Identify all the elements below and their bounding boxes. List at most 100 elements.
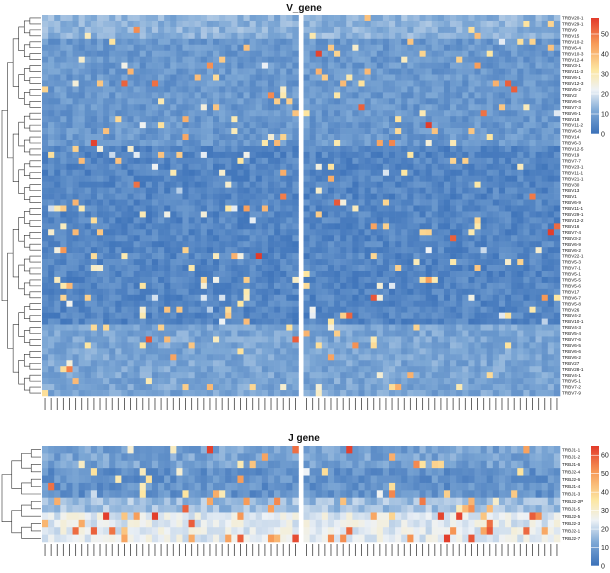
- heatmap-cell: [121, 116, 128, 123]
- heatmap-cell: [474, 342, 481, 349]
- heatmap-cell: [340, 235, 347, 242]
- heatmap-cell: [139, 300, 147, 307]
- heatmap-cell: [505, 20, 512, 28]
- heatmap-cell: [237, 20, 244, 28]
- heatmap-cell: [535, 294, 542, 302]
- heatmap-cell: [358, 140, 365, 147]
- heatmap-cell: [364, 265, 371, 272]
- heatmap-cell: [78, 348, 86, 355]
- heatmap-cell: [498, 241, 506, 248]
- heatmap-cell: [231, 360, 238, 367]
- heatmap-cell: [219, 92, 226, 99]
- heatmap-cell: [255, 205, 263, 212]
- heatmap-cell: [84, 336, 92, 343]
- heatmap-cell: [327, 92, 335, 99]
- heatmap-cell: [194, 163, 202, 171]
- heatmap-cell: [443, 276, 451, 284]
- heatmap-cell: [145, 360, 153, 367]
- heatmap-cell: [401, 157, 408, 165]
- heatmap-cell: [170, 68, 177, 75]
- heatmap-cell: [115, 116, 122, 123]
- heatmap-cell: [194, 86, 202, 93]
- heatmap-cell: [419, 282, 426, 290]
- heatmap-cell: [340, 128, 347, 135]
- heatmap-cell: [486, 140, 494, 147]
- heatmap-cell: [437, 151, 445, 159]
- heatmap-cell: [474, 169, 481, 177]
- heatmap-cell: [60, 342, 67, 349]
- heatmap-cell: [267, 175, 275, 182]
- heatmap-cell: [431, 26, 439, 34]
- heatmap-cell: [358, 312, 365, 319]
- heatmap-cell: [145, 282, 153, 290]
- heatmap-cell: [486, 336, 494, 343]
- heatmap-cell: [413, 62, 420, 69]
- heatmap-cell: [84, 229, 92, 236]
- heatmap-cell: [425, 38, 433, 46]
- heatmap-cell: [219, 122, 226, 129]
- heatmap-cell: [358, 181, 365, 188]
- heatmap-cell: [164, 288, 171, 296]
- heatmap-cell: [358, 44, 365, 52]
- heatmap-cell: [376, 318, 384, 325]
- heatmap-cell: [474, 276, 481, 284]
- heatmap-cell: [425, 145, 433, 153]
- heatmap-cell: [54, 360, 61, 367]
- heatmap-cell: [309, 360, 317, 367]
- heatmap-cell: [346, 235, 353, 242]
- heatmap-cell: [547, 288, 555, 296]
- heatmap-cell: [127, 92, 134, 99]
- heatmap-cell: [72, 181, 79, 188]
- heatmap-cell: [158, 247, 165, 254]
- heatmap-cell: [492, 288, 500, 296]
- heatmap-cell: [66, 187, 73, 194]
- heatmap-cell: [225, 342, 232, 349]
- heatmap-cell: [321, 205, 329, 212]
- heatmap-cell: [231, 229, 238, 236]
- heatmap-cell: [115, 151, 122, 159]
- heatmap-cell: [395, 205, 402, 212]
- heatmap-cell: [151, 122, 159, 129]
- heatmap-cell: [54, 181, 61, 188]
- heatmap-cell: [261, 259, 269, 266]
- heatmap-cell: [121, 324, 128, 331]
- heatmap-cell: [274, 15, 281, 22]
- dendrogram-branch: [23, 234, 30, 248]
- heatmap-cell: [219, 62, 226, 69]
- heatmap-cell: [498, 187, 506, 194]
- heatmap-cell: [468, 223, 475, 230]
- heatmap-cell: [188, 38, 195, 46]
- heatmap-cell: [395, 74, 402, 81]
- heatmap-cell: [321, 247, 329, 254]
- heatmap-cell: [213, 110, 220, 117]
- heatmap-cell: [255, 175, 263, 182]
- heatmap-cell: [72, 110, 79, 117]
- heatmap-cell: [261, 205, 269, 212]
- heatmap-cell: [334, 354, 341, 361]
- heatmap-cell: [127, 294, 134, 302]
- heatmap-cell: [517, 145, 524, 153]
- heatmap-cell: [327, 122, 335, 129]
- heatmap-cell: [96, 116, 104, 123]
- heatmap-cell: [541, 336, 549, 343]
- heatmap-cell: [249, 128, 257, 135]
- heatmap-cell: [376, 80, 384, 87]
- heatmap-cell: [547, 104, 555, 111]
- heatmap-cell: [249, 122, 257, 129]
- heatmap-cell: [370, 145, 378, 153]
- heatmap-cell: [90, 169, 98, 177]
- heatmap-cell: [389, 116, 396, 123]
- heatmap-cell: [456, 110, 463, 117]
- heatmap-cell: [370, 235, 378, 242]
- heatmap-cell: [213, 104, 220, 111]
- heatmap-cell: [498, 26, 506, 34]
- heatmap-cell: [480, 294, 488, 302]
- heatmap-cell: [231, 15, 238, 22]
- heatmap-cell: [401, 187, 408, 194]
- heatmap-cell: [96, 50, 104, 57]
- heatmap-cell: [292, 342, 299, 349]
- heatmap-cell: [505, 223, 512, 230]
- heatmap-cell: [151, 86, 159, 93]
- heatmap-cell: [170, 128, 177, 135]
- heatmap-cell: [309, 324, 317, 331]
